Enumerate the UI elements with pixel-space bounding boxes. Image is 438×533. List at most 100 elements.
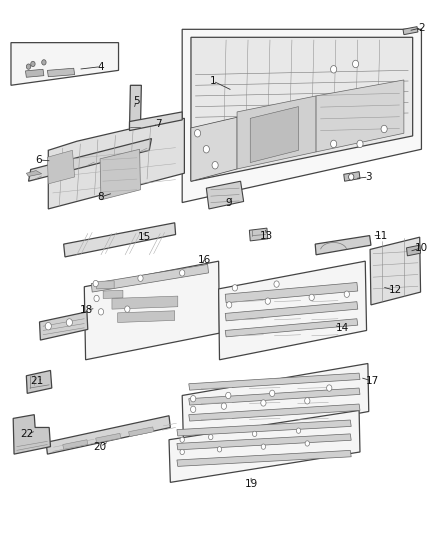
Text: 5: 5 bbox=[132, 96, 139, 106]
Circle shape bbox=[260, 400, 265, 406]
Circle shape bbox=[348, 174, 353, 180]
Circle shape bbox=[26, 64, 31, 69]
Circle shape bbox=[217, 447, 221, 452]
Polygon shape bbox=[26, 370, 52, 393]
Circle shape bbox=[66, 319, 72, 326]
Circle shape bbox=[221, 403, 226, 409]
Polygon shape bbox=[11, 43, 118, 85]
Circle shape bbox=[380, 125, 386, 133]
Polygon shape bbox=[225, 319, 357, 337]
Polygon shape bbox=[13, 415, 50, 454]
Polygon shape bbox=[182, 29, 420, 203]
Polygon shape bbox=[128, 427, 153, 437]
Circle shape bbox=[208, 434, 212, 440]
Circle shape bbox=[304, 441, 309, 446]
Circle shape bbox=[252, 431, 256, 437]
Polygon shape bbox=[406, 245, 420, 256]
Polygon shape bbox=[250, 107, 298, 163]
Text: 9: 9 bbox=[224, 198, 231, 207]
Polygon shape bbox=[218, 261, 366, 360]
Text: 11: 11 bbox=[374, 231, 388, 240]
Text: 6: 6 bbox=[35, 155, 42, 165]
Circle shape bbox=[212, 161, 218, 169]
Circle shape bbox=[179, 270, 184, 276]
Text: 4: 4 bbox=[97, 62, 104, 71]
Text: 19: 19 bbox=[244, 479, 257, 489]
Polygon shape bbox=[249, 228, 267, 241]
Polygon shape bbox=[47, 68, 74, 77]
Polygon shape bbox=[39, 312, 88, 340]
Polygon shape bbox=[402, 27, 417, 35]
Polygon shape bbox=[96, 281, 114, 289]
Text: 12: 12 bbox=[388, 286, 401, 295]
Polygon shape bbox=[28, 139, 151, 181]
Text: 8: 8 bbox=[96, 192, 103, 202]
Circle shape bbox=[203, 146, 209, 153]
Polygon shape bbox=[315, 80, 403, 152]
Polygon shape bbox=[112, 296, 177, 309]
Circle shape bbox=[296, 428, 300, 433]
Text: 2: 2 bbox=[417, 23, 424, 33]
Circle shape bbox=[138, 275, 143, 281]
Text: 17: 17 bbox=[365, 376, 378, 386]
Polygon shape bbox=[206, 181, 243, 209]
Polygon shape bbox=[177, 420, 350, 436]
Circle shape bbox=[356, 140, 362, 148]
Text: 3: 3 bbox=[364, 172, 371, 182]
Polygon shape bbox=[188, 373, 359, 390]
Text: 14: 14 bbox=[335, 323, 348, 333]
Polygon shape bbox=[117, 311, 174, 322]
Polygon shape bbox=[237, 96, 315, 169]
Circle shape bbox=[94, 295, 99, 302]
Circle shape bbox=[180, 449, 184, 455]
Circle shape bbox=[330, 140, 336, 148]
Circle shape bbox=[343, 291, 349, 297]
Polygon shape bbox=[177, 450, 350, 466]
Polygon shape bbox=[129, 85, 141, 128]
Circle shape bbox=[232, 285, 237, 291]
Polygon shape bbox=[25, 69, 44, 77]
Polygon shape bbox=[177, 434, 350, 450]
Circle shape bbox=[93, 280, 98, 287]
Polygon shape bbox=[63, 440, 88, 449]
Circle shape bbox=[226, 302, 231, 308]
Polygon shape bbox=[191, 37, 412, 181]
Text: 7: 7 bbox=[154, 119, 161, 128]
Polygon shape bbox=[26, 171, 42, 176]
Circle shape bbox=[190, 395, 195, 402]
Polygon shape bbox=[84, 261, 219, 360]
Polygon shape bbox=[191, 117, 237, 181]
Polygon shape bbox=[343, 172, 359, 181]
Polygon shape bbox=[48, 118, 184, 209]
Text: 10: 10 bbox=[414, 243, 427, 253]
Circle shape bbox=[180, 437, 184, 442]
Polygon shape bbox=[95, 433, 120, 443]
Polygon shape bbox=[225, 282, 357, 303]
Circle shape bbox=[124, 306, 130, 312]
Circle shape bbox=[45, 322, 51, 330]
Text: 21: 21 bbox=[31, 376, 44, 386]
Circle shape bbox=[42, 60, 46, 65]
Polygon shape bbox=[46, 416, 170, 454]
Circle shape bbox=[265, 298, 270, 304]
Text: 13: 13 bbox=[260, 231, 273, 240]
Text: 15: 15 bbox=[137, 232, 150, 242]
Text: 22: 22 bbox=[21, 430, 34, 439]
Polygon shape bbox=[91, 264, 208, 292]
Text: 16: 16 bbox=[197, 255, 210, 265]
Circle shape bbox=[273, 281, 279, 287]
Circle shape bbox=[326, 385, 331, 391]
Polygon shape bbox=[314, 236, 370, 255]
Circle shape bbox=[225, 392, 230, 399]
Polygon shape bbox=[47, 150, 74, 184]
Polygon shape bbox=[188, 388, 359, 405]
Polygon shape bbox=[182, 364, 368, 445]
Polygon shape bbox=[169, 410, 359, 482]
Polygon shape bbox=[103, 290, 123, 298]
Circle shape bbox=[194, 130, 200, 137]
Text: 18: 18 bbox=[80, 305, 93, 315]
Circle shape bbox=[31, 61, 35, 67]
Polygon shape bbox=[64, 223, 175, 257]
Polygon shape bbox=[369, 237, 420, 305]
Text: 1: 1 bbox=[209, 76, 216, 86]
